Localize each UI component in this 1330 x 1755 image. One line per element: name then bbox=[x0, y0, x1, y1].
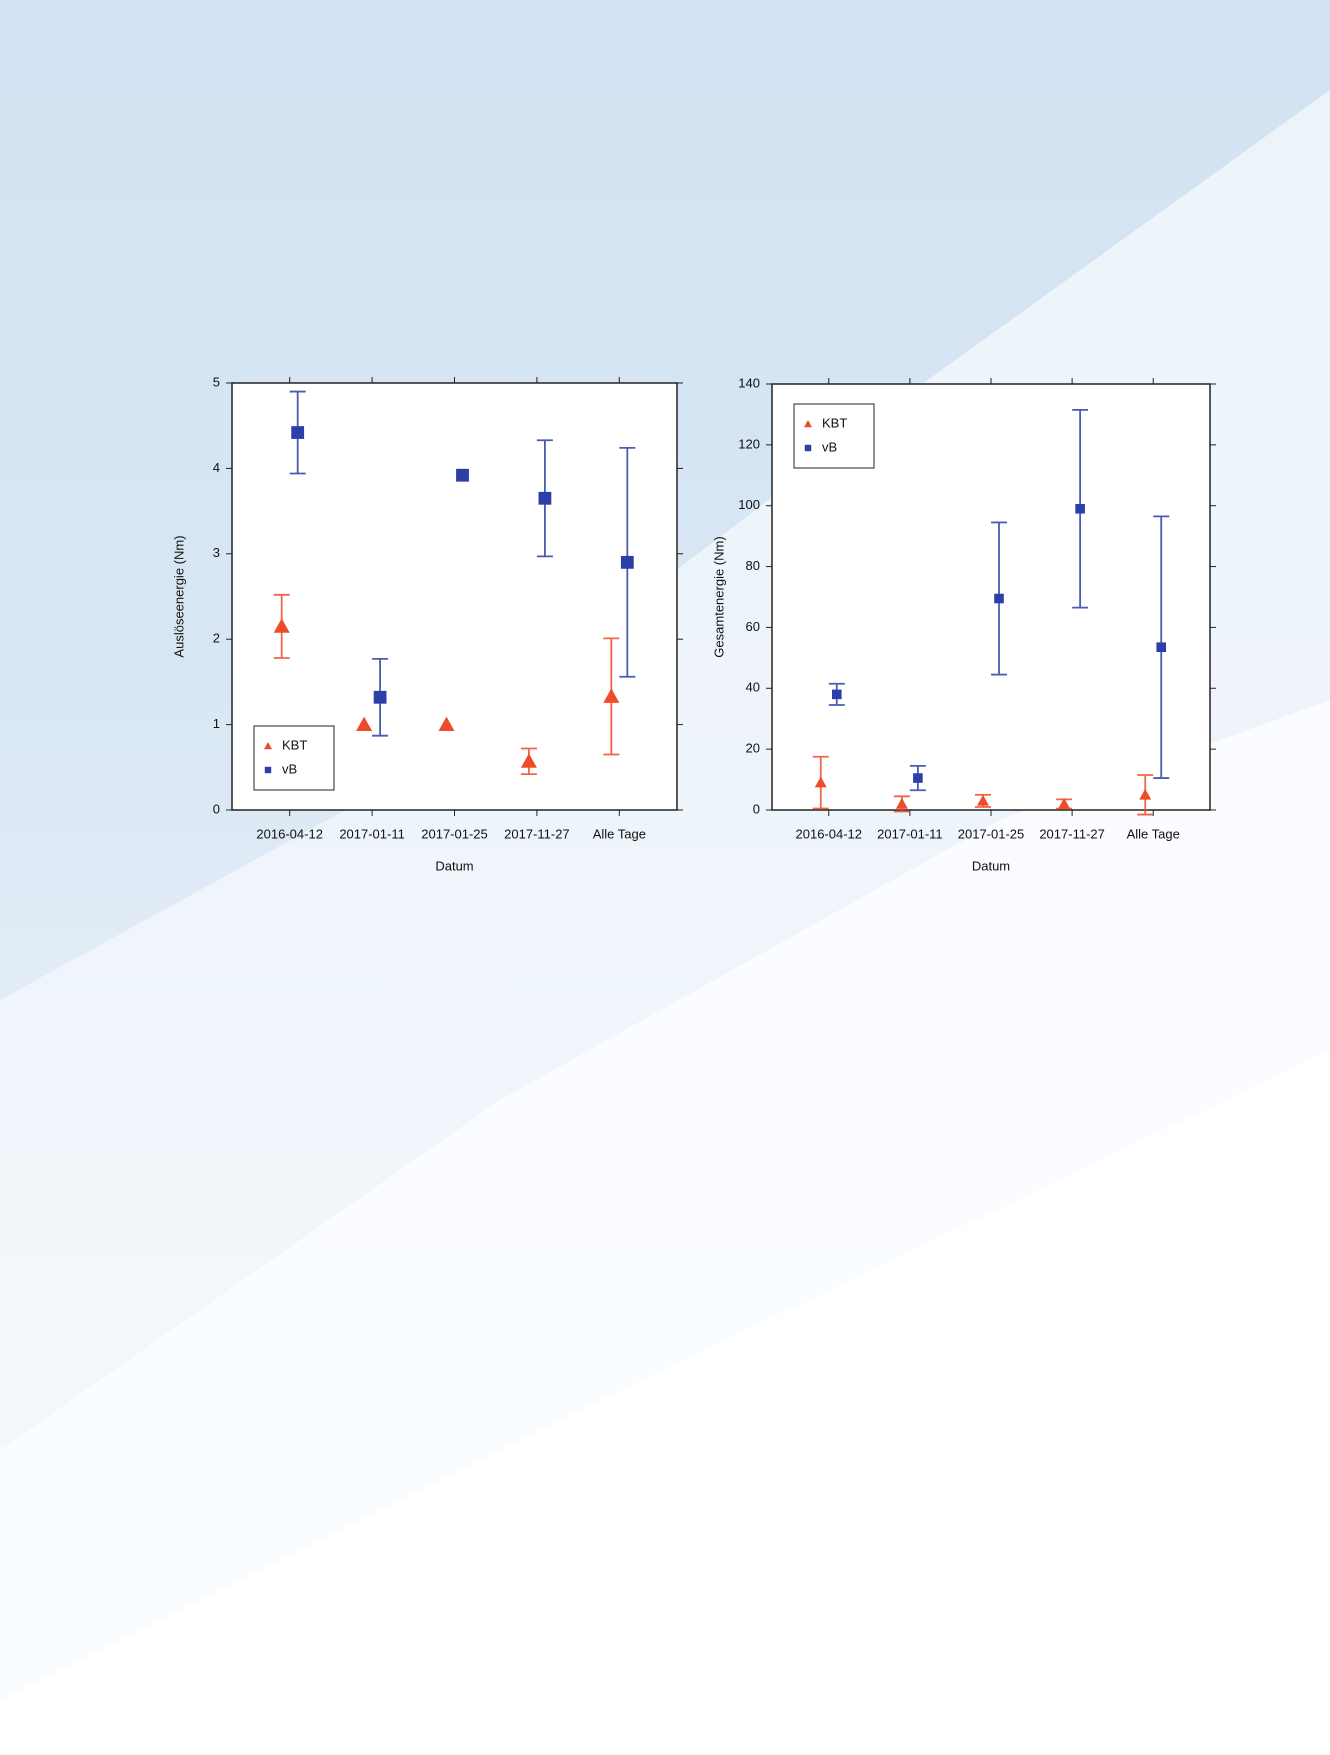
triangle-marker bbox=[356, 716, 373, 731]
x-tick-label: 2017-01-25 bbox=[958, 826, 1025, 841]
legend-marker bbox=[264, 742, 272, 750]
x-tick-label: Alle Tage bbox=[1127, 826, 1180, 841]
square-marker bbox=[456, 468, 469, 482]
y-axis-label: Auslöseenergie (Nm) bbox=[171, 535, 186, 657]
x-tick-label: 2016-04-12 bbox=[796, 826, 863, 841]
y-tick-label: 120 bbox=[738, 436, 760, 451]
chart: 0 20 40 60 80 100 120 140 2016-04-12 2017-01-11 20… bbox=[711, 375, 1216, 873]
y-tick-label: 0 bbox=[753, 801, 760, 816]
legend-marker bbox=[804, 420, 812, 428]
y-tick-label: 80 bbox=[746, 558, 760, 573]
x-tick-label: Alle Tage bbox=[593, 826, 646, 841]
x-tick-label: 2017-11-27 bbox=[504, 826, 570, 841]
y-tick-label: 100 bbox=[738, 497, 760, 512]
square-marker bbox=[291, 426, 305, 439]
chart: 0 1 2 3 4 5 2016-04-12 2017-01-11 2017-01-25 2017… bbox=[171, 374, 683, 873]
x-axis-label: Datum bbox=[972, 858, 1010, 873]
x-axis-label: Datum bbox=[435, 858, 473, 873]
legend-label: vB bbox=[282, 761, 297, 776]
y-tick-label: 60 bbox=[746, 619, 760, 634]
square-marker bbox=[1156, 642, 1167, 653]
y-tick-label: 20 bbox=[746, 741, 760, 756]
legend-box bbox=[253, 725, 335, 791]
square-marker bbox=[620, 555, 634, 569]
y-tick-label: 2 bbox=[213, 631, 220, 646]
y-tick-label: 1 bbox=[213, 716, 220, 731]
y-tick-label: 5 bbox=[213, 374, 220, 389]
y-tick-label: 3 bbox=[213, 545, 220, 560]
triangle-marker bbox=[814, 776, 827, 788]
square-marker bbox=[373, 690, 387, 704]
triangle-marker bbox=[273, 618, 290, 633]
y-tick-label: 4 bbox=[213, 460, 220, 475]
square-marker bbox=[538, 491, 552, 505]
triangle-marker bbox=[1139, 788, 1152, 800]
x-tick-label: 2017-01-11 bbox=[877, 826, 943, 841]
legend-box bbox=[793, 403, 875, 469]
y-axis-label: Gesamtenergie (Nm) bbox=[711, 536, 726, 657]
legend-label: KBT bbox=[282, 737, 307, 752]
y-tick-label: 40 bbox=[746, 680, 760, 695]
triangle-marker bbox=[438, 716, 455, 731]
triangle-marker bbox=[895, 797, 908, 809]
square-marker bbox=[994, 593, 1004, 604]
square-marker bbox=[831, 689, 842, 700]
x-tick-label: 2016-04-12 bbox=[256, 826, 323, 841]
legend-marker bbox=[264, 766, 272, 774]
triangle-marker bbox=[603, 688, 620, 703]
x-tick-label: 2017-01-25 bbox=[421, 826, 488, 841]
triangle-marker bbox=[1058, 797, 1071, 809]
triangle-marker bbox=[520, 753, 537, 768]
square-marker bbox=[1075, 503, 1085, 514]
legend-label: vB bbox=[822, 439, 837, 454]
legend-marker bbox=[804, 444, 812, 452]
legend-label: KBT bbox=[822, 415, 847, 430]
x-tick-label: 2017-01-11 bbox=[339, 826, 405, 841]
triangle-marker bbox=[977, 794, 989, 806]
x-tick-label: 2017-11-27 bbox=[1039, 826, 1105, 841]
snow-slope bbox=[0, 1050, 1330, 1755]
y-tick-label: 0 bbox=[213, 801, 220, 816]
y-tick-label: 140 bbox=[738, 375, 760, 390]
square-marker bbox=[913, 773, 923, 783]
